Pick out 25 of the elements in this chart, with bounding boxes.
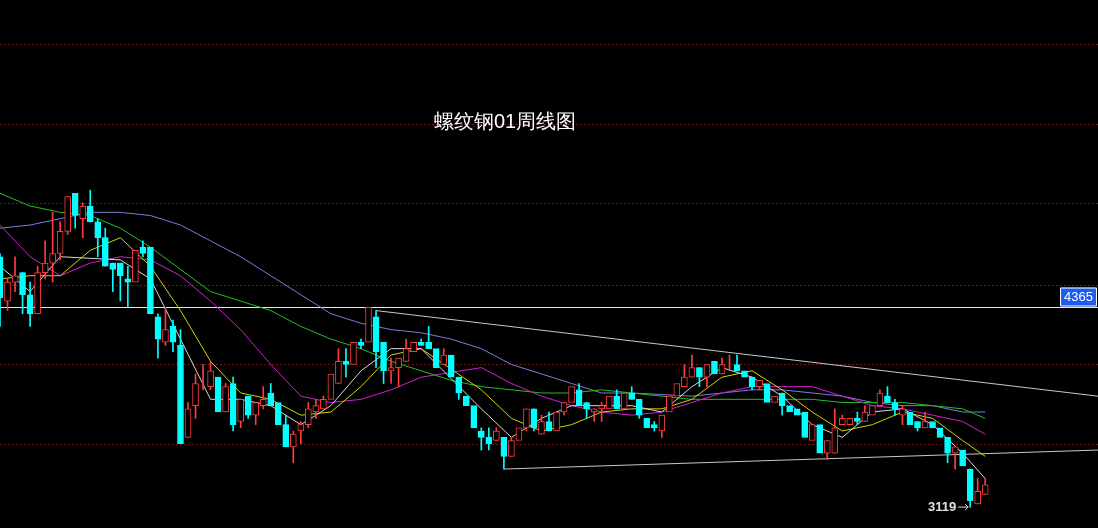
- candlestick: [808, 424, 816, 441]
- candlestick: [929, 421, 936, 429]
- candlestick: [666, 395, 673, 413]
- candlestick: [741, 370, 748, 378]
- annotation: 3119: [927, 498, 957, 514]
- candlestick: [959, 449, 966, 467]
- candlestick: [470, 405, 478, 429]
- candlestick: [846, 418, 854, 426]
- annotation: 4365: [1064, 289, 1093, 305]
- candlestick: [869, 405, 876, 416]
- candlestick: [816, 424, 824, 454]
- candlestick: [350, 341, 357, 365]
- candlestick: [801, 411, 809, 438]
- candlestick: [793, 408, 801, 416]
- candlestick: [771, 395, 778, 403]
- candlestick: [147, 246, 154, 315]
- candlestick: [711, 360, 718, 375]
- candlestick: [462, 395, 470, 406]
- candlestick: [432, 348, 440, 368]
- chart-title: 螺纹钢01周线图: [433, 109, 577, 132]
- candlestick: [786, 405, 793, 413]
- candlestick: [132, 250, 139, 283]
- candlestick: [620, 392, 628, 410]
- candlestick: [447, 354, 455, 378]
- candlestick: [365, 307, 372, 343]
